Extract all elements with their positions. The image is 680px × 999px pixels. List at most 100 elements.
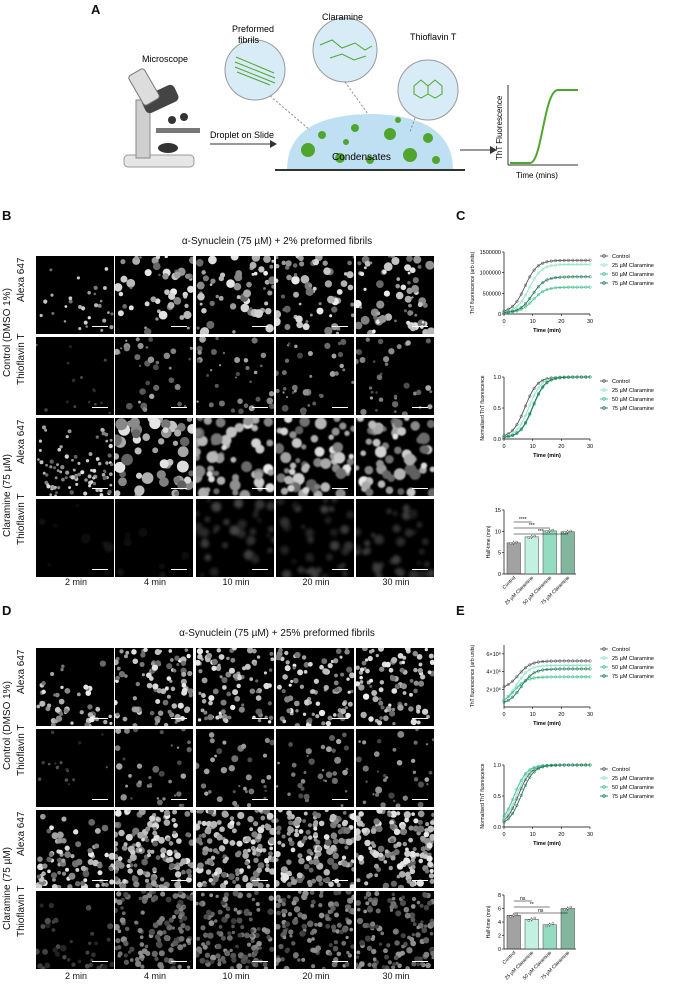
panel-b-group2: Claramine (75 µM) — [2, 453, 13, 537]
category-label: Control — [502, 950, 518, 966]
data-point — [519, 670, 523, 674]
data-point — [532, 676, 536, 680]
data-point — [536, 386, 540, 390]
panel-b-time-3: 10 min — [222, 577, 250, 587]
y-axis-label: ThT fluorescence (arb units) — [470, 644, 476, 707]
x-tick-label: 10 — [530, 444, 536, 450]
legend-marker — [602, 794, 606, 798]
data-point — [519, 422, 523, 426]
data-point — [515, 690, 519, 695]
x-axis-label: Time (min) — [533, 721, 561, 727]
data-point — [575, 659, 579, 663]
data-point — [528, 677, 532, 681]
data-point — [549, 675, 553, 679]
panel-b-title: α-Synuclein (75 µM) + 2% preformed fibri… — [181, 236, 373, 247]
x-tick-label: 30 — [587, 832, 593, 838]
y-tick-label: 0 — [498, 572, 501, 578]
legend-marker — [602, 785, 606, 789]
scale-bar — [332, 717, 348, 719]
replicate-point — [545, 530, 548, 533]
legend-marker — [602, 397, 606, 401]
scale-bar — [332, 568, 348, 570]
data-point — [579, 262, 583, 266]
legend-marker — [602, 254, 606, 258]
y-tick-label: 8 — [498, 893, 501, 899]
y-tick-label: 0 — [498, 947, 501, 953]
scale-bar — [92, 960, 108, 962]
data-point — [558, 275, 562, 279]
y-tick-label: 5 — [498, 551, 501, 557]
data-point — [511, 304, 515, 308]
data-point — [541, 385, 545, 389]
x-tick-label: 20 — [558, 832, 564, 838]
y-tick-label: 1.0 — [493, 763, 501, 769]
y-tick-label: 2 — [498, 934, 501, 940]
data-point — [584, 285, 588, 289]
scale-bar — [92, 717, 108, 719]
data-point — [584, 675, 588, 679]
panel-b-time-5: 30 min — [382, 577, 410, 587]
data-point — [588, 262, 592, 266]
data-point — [502, 685, 506, 689]
data-point — [515, 686, 519, 690]
data-point — [588, 258, 592, 262]
data-point — [511, 811, 515, 816]
data-point — [584, 663, 588, 667]
panel-d-time-3: 10 min — [222, 971, 250, 981]
data-point — [519, 306, 523, 310]
y-axis-label: Normalised ThT fluorescence — [480, 375, 486, 440]
x-axis-label: Time (min) — [533, 328, 561, 334]
data-point — [575, 258, 579, 262]
legend-marker — [602, 767, 606, 771]
replicate-point — [530, 535, 533, 539]
data-point — [528, 412, 532, 416]
data-point — [536, 660, 540, 664]
data-point — [523, 775, 528, 779]
data-point — [566, 375, 571, 379]
scale-bar — [412, 798, 428, 800]
y-axis-label: Half-time (min) — [486, 905, 492, 938]
scale-bar — [412, 406, 428, 408]
x-axis-label: Time (min) — [533, 453, 561, 459]
replicate-point — [533, 916, 536, 920]
y-tick-label: 10 — [495, 529, 501, 535]
scale-bar — [92, 406, 108, 408]
replicate-point — [512, 914, 515, 917]
data-point — [532, 671, 536, 675]
data-point — [523, 404, 528, 408]
bar — [560, 908, 575, 950]
bar — [542, 530, 557, 575]
scale-bar — [252, 879, 268, 881]
data-point — [532, 401, 536, 405]
fibrils-label-2: fibrils — [238, 35, 260, 45]
data-point — [506, 817, 510, 821]
scale-bar — [332, 325, 348, 327]
data-point — [562, 285, 566, 289]
data-point — [541, 765, 545, 769]
y-tick-label: 0.5 — [493, 794, 501, 800]
micrograph — [36, 418, 114, 496]
data-point — [588, 675, 592, 679]
data-point — [566, 285, 571, 289]
scale-bar — [412, 325, 428, 327]
data-point — [506, 807, 510, 811]
data-point — [519, 682, 523, 686]
data-point — [549, 378, 553, 382]
y-tick-label: 2×10⁶ — [486, 686, 501, 693]
data-point — [541, 381, 545, 385]
data-point — [515, 305, 519, 309]
y-tick-label: 4 — [498, 920, 501, 926]
data-point — [502, 820, 506, 824]
series-line — [503, 764, 591, 819]
panel-b-row3: Alexa 647 — [16, 419, 27, 464]
micrograph — [196, 729, 274, 807]
micrograph — [115, 729, 193, 807]
scale-bar — [252, 568, 268, 570]
data-point — [571, 262, 575, 266]
y-tick-label: 0.5 — [493, 406, 501, 412]
data-point — [588, 663, 592, 667]
fibrils-label-1: Preformed — [232, 24, 274, 34]
replicate-point — [515, 540, 518, 544]
data-point — [541, 281, 545, 285]
data-point — [536, 381, 540, 385]
